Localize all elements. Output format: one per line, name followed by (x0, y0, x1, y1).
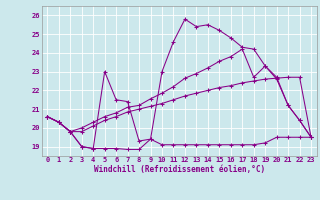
X-axis label: Windchill (Refroidissement éolien,°C): Windchill (Refroidissement éolien,°C) (94, 165, 265, 174)
